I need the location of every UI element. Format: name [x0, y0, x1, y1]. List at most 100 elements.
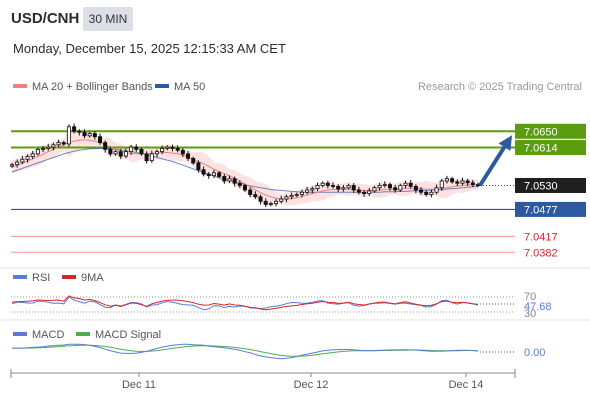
candle-body: [175, 148, 180, 151]
candle-body: [149, 153, 154, 162]
candle-body: [186, 153, 191, 159]
candle-body: [382, 184, 387, 186]
candle-body: [87, 133, 92, 137]
candle-body: [325, 182, 330, 186]
candle-body: [180, 149, 185, 155]
candle-body: [227, 178, 232, 182]
price-level-label-current: 7.0530: [524, 180, 558, 192]
candle-body: [196, 162, 201, 171]
price-level-label-pivot: 7.0477: [524, 204, 558, 216]
ma50-legend-swatch: [155, 84, 169, 88]
candle-body: [139, 148, 144, 155]
candle-body: [154, 151, 159, 155]
candle-body: [362, 191, 367, 195]
rsi-legend-label: RSI: [32, 272, 50, 284]
x-tick-dec11: Dec 11: [122, 379, 156, 391]
candle-body: [439, 180, 444, 189]
macd-legend-label: MACD: [32, 329, 64, 341]
price-label-bg: [515, 123, 586, 139]
candle-body: [123, 151, 128, 157]
candle-body: [92, 133, 97, 138]
copyright-text: Research © 2025 Trading Central: [418, 81, 582, 93]
candle-body: [232, 178, 237, 184]
ma50-legend-label: MA 50: [174, 81, 205, 93]
candle-body: [20, 158, 25, 163]
macd-legend-swatch: [13, 332, 27, 336]
candle-body: [191, 157, 196, 164]
candle-body: [294, 194, 299, 196]
candle-body: [35, 148, 40, 155]
candle-body: [460, 180, 465, 184]
candle-body: [66, 126, 71, 145]
ma20-legend-label: MA 20 + Bollinger Bands: [32, 81, 153, 93]
forecast-arrow-shaft: [478, 140, 510, 187]
macd-signal-legend-label: MACD Signal: [95, 329, 161, 341]
candle-body: [408, 182, 413, 187]
candle-body: [336, 185, 341, 190]
candle-body: [419, 189, 424, 193]
price-level-label-resistance: 7.0650: [524, 126, 558, 138]
candle-body: [108, 148, 113, 155]
candle-body: [429, 191, 434, 195]
candle-body: [258, 196, 263, 202]
candle-body: [310, 188, 315, 191]
candle-body: [470, 182, 475, 185]
candle-body: [393, 187, 398, 191]
macd-value: 0.00: [524, 347, 545, 359]
candle-body: [268, 203, 273, 205]
candle-body: [56, 142, 61, 146]
candle-body: [341, 187, 346, 190]
candle-body: [387, 184, 392, 189]
timeframe-badge[interactable]: 30 MIN: [83, 7, 133, 31]
candle-body: [165, 146, 170, 149]
macd-line: [12, 343, 479, 360]
candle-body: [30, 153, 35, 157]
candle-body: [98, 136, 103, 143]
candle-body: [279, 198, 284, 202]
candle-body: [289, 195, 294, 198]
candle-body: [424, 191, 429, 195]
candle-body: [274, 200, 279, 204]
rsi-value: 47.68: [524, 301, 552, 313]
candle-body: [206, 173, 211, 176]
x-tick-dec14: Dec 14: [449, 379, 484, 391]
candle-body: [403, 182, 408, 186]
candle-body: [331, 185, 336, 187]
candle-body: [346, 185, 351, 189]
forecast-arrow: [478, 135, 512, 187]
candle-body: [398, 185, 403, 191]
candle-body: [201, 169, 206, 175]
x-tick-dec12: Dec 12: [294, 379, 329, 391]
datetime-label: Monday, December 15, 2025 12:15:33 AM CE…: [13, 41, 286, 56]
rsi-upper-level: 70: [524, 291, 536, 303]
candle-body: [41, 148, 46, 150]
candle-body: [450, 178, 455, 183]
rsi-lines: [11, 295, 479, 311]
candle-body: [465, 180, 470, 184]
candle-body: [351, 185, 356, 191]
candle-body: [9, 164, 14, 167]
candle-body: [134, 146, 139, 150]
candle-body: [455, 181, 460, 184]
price-level-label-resistance: 7.0614: [524, 143, 558, 155]
candle-body: [434, 187, 439, 193]
candle-body: [129, 146, 134, 153]
candle-body: [315, 185, 320, 190]
rsi-ma-legend-label: 9MA: [81, 272, 104, 284]
candle-body: [305, 189, 310, 193]
candle-body: [242, 185, 247, 191]
candle-body: [253, 194, 258, 198]
candle-body: [170, 146, 175, 149]
candle-body: [46, 146, 51, 149]
macd-signal-legend-swatch: [76, 332, 90, 336]
candle-body: [51, 144, 56, 148]
candle-body: [356, 189, 361, 193]
candle-body: [377, 185, 382, 189]
candle-body: [61, 142, 66, 145]
macd-lines: [12, 343, 479, 360]
price-level-label-support: 7.0382: [524, 247, 558, 259]
price-label-bg: [515, 201, 586, 217]
macd-signal-line: [12, 344, 479, 357]
candle-body: [144, 153, 149, 162]
